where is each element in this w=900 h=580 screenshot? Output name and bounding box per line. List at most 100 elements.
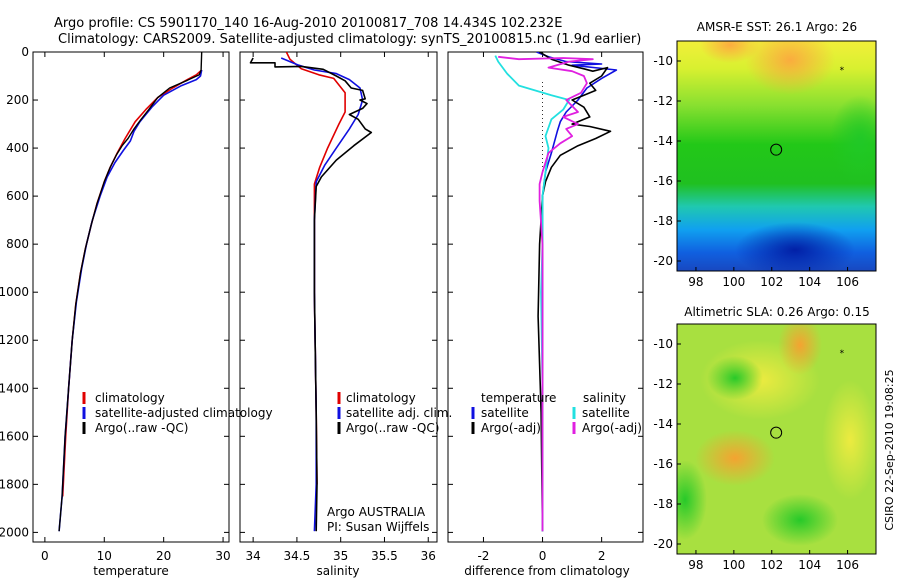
legend-label-satellite: satellite-adjusted climatology xyxy=(95,406,273,420)
y-tick-label: 1000 xyxy=(0,285,29,299)
legend-label-argo: Argo(..raw -QC) xyxy=(95,421,188,435)
difference-plot-frame xyxy=(447,51,644,543)
sla-yellow-patch xyxy=(822,380,876,500)
profile-location-marker xyxy=(770,143,783,156)
x-tick-label: 2 xyxy=(598,549,606,563)
island-marker: * xyxy=(840,66,845,76)
sla-green-patch xyxy=(762,494,838,546)
map-y-tick-label: -20 xyxy=(653,537,673,551)
temperature-axis-label: temperature xyxy=(93,564,168,578)
sst-warm-patch xyxy=(745,41,835,95)
series-line-argo-raw-qc- xyxy=(249,57,373,532)
difference-axis-label: difference from climatology xyxy=(464,564,630,578)
legend-label-s-argo: Argo(-adj) xyxy=(582,421,642,435)
pi-label: PI: Susan Wijffels xyxy=(327,520,429,534)
map-x-tick-label: 98 xyxy=(688,558,703,572)
difference-series xyxy=(494,52,618,532)
csiro-timestamp-label: CSIRO 22-Sep-2010 19:08:25 xyxy=(883,369,896,530)
legend-label-satellite: satellite adj. clim. xyxy=(346,406,452,420)
x-tick-label: 30 xyxy=(215,549,230,563)
map-y-tick-label: -12 xyxy=(653,94,673,108)
sla-map-axes: 98 100 102 104 106 -10 -12 -14 -16 -18 -20 xyxy=(653,337,859,572)
x-tick-label: 10 xyxy=(97,549,112,563)
sla-map xyxy=(677,324,876,554)
x-tick-label: 20 xyxy=(156,549,171,563)
y-tick-label: 1800 xyxy=(0,477,29,491)
legend-label-t-argo: Argo(-adj) xyxy=(481,421,541,435)
map-x-tick-label: 104 xyxy=(798,558,821,572)
legend-heading-temperature: temperature xyxy=(481,391,556,405)
y-tick-label: 1600 xyxy=(0,429,29,443)
legend-label-argo: Argo(..raw -QC) xyxy=(346,421,439,435)
y-tick-label: 2000 xyxy=(0,525,29,539)
sst-cool-patch xyxy=(735,222,855,271)
map-y-tick-label: -20 xyxy=(653,254,673,268)
legend-label-climatology: climatology xyxy=(95,391,165,405)
map-x-tick-label: 106 xyxy=(836,275,859,289)
map-y-tick-label: -10 xyxy=(653,337,673,351)
difference-axes: -2 0 2 xyxy=(448,51,643,563)
series-line-satellite-adjusted-climatology xyxy=(58,69,203,532)
map-x-tick-label: 104 xyxy=(798,275,821,289)
series-line-argo-raw-qc- xyxy=(58,52,203,532)
x-tick-label: 34 xyxy=(245,549,260,563)
sst-map-axes: 98 100 102 104 106 -10 -12 -14 -16 -18 -20 xyxy=(653,54,859,289)
legend-label-s-satellite: satellite xyxy=(582,406,630,420)
sla-orange-patch xyxy=(778,324,822,375)
x-tick-label: 0 xyxy=(41,549,49,563)
x-tick-label: 36 xyxy=(421,549,436,563)
figure-title: Argo profile: CS 5901170_140 16-Aug-2010… xyxy=(54,16,562,31)
map-y-tick-label: -18 xyxy=(653,497,673,511)
temperature-series xyxy=(58,52,203,532)
map-x-tick-label: 100 xyxy=(722,275,745,289)
map-y-tick-label: -18 xyxy=(653,214,673,228)
sla-orange-patch xyxy=(695,430,775,486)
salinity-plot-frame xyxy=(239,51,438,543)
sla-green-patch xyxy=(707,356,763,400)
map-y-tick-label: -14 xyxy=(653,134,673,148)
difference-legend: temperature satellite Argo(-adj) salinit… xyxy=(471,391,642,435)
salinity-axes: 34 34.5 35 35.5 36 xyxy=(240,51,437,563)
y-tick-label: 1400 xyxy=(0,381,29,395)
salinity-series xyxy=(249,52,373,532)
legend-label-climatology: climatology xyxy=(346,391,416,405)
series-line-satellite-adj-clim- xyxy=(280,57,364,532)
sst-map-marks: * xyxy=(770,66,845,156)
island-marker: * xyxy=(840,349,845,359)
y-tick-label: 1200 xyxy=(0,333,29,347)
map-y-tick-label: -12 xyxy=(653,377,673,391)
sst-map-title: AMSR-E SST: 26.1 Argo: 26 xyxy=(697,20,857,34)
map-y-tick-label: -10 xyxy=(653,54,673,68)
map-x-tick-label: 102 xyxy=(760,275,783,289)
temperature-axes: 0 10 20 30 0 200 400 600 800 1000 1200 1400 1600 1800… xyxy=(0,45,231,563)
sst-green-patch xyxy=(830,95,876,185)
map-x-tick-label: 102 xyxy=(760,558,783,572)
legend-heading-salinity: salinity xyxy=(583,391,626,405)
sst-warm-patch xyxy=(700,41,760,63)
profile-location-marker xyxy=(770,426,783,439)
sst-map-frame xyxy=(676,40,877,272)
salinity-legend: climatology satellite adj. clim. Argo(..… xyxy=(337,391,452,435)
y-tick-label: 400 xyxy=(6,141,29,155)
y-tick-label: 0 xyxy=(21,45,29,59)
argo-program-label: Argo AUSTRALIA xyxy=(327,505,426,519)
sst-map xyxy=(677,41,876,271)
map-x-tick-label: 98 xyxy=(688,275,703,289)
map-y-tick-label: -16 xyxy=(653,457,673,471)
y-tick-label: 800 xyxy=(6,237,29,251)
sla-green-patch xyxy=(677,460,707,540)
x-tick-label: 35.5 xyxy=(371,549,398,563)
y-tick-label: 200 xyxy=(6,93,29,107)
x-tick-label: 34.5 xyxy=(284,549,311,563)
map-x-tick-label: 106 xyxy=(836,558,859,572)
sla-map-title: Altimetric SLA: 0.26 Argo: 0.15 xyxy=(684,305,869,319)
x-tick-label: 0 xyxy=(539,549,547,563)
x-tick-label: 35 xyxy=(333,549,348,563)
sla-map-frame xyxy=(676,323,877,555)
legend-label-t-satellite: satellite xyxy=(481,406,529,420)
figure-subtitle: Climatology: CARS2009. Satellite-adjuste… xyxy=(58,32,641,47)
temperature-legend: climatology satellite-adjusted climatolo… xyxy=(82,391,273,435)
map-y-tick-label: -16 xyxy=(653,174,673,188)
temperature-plot-frame xyxy=(32,51,230,543)
